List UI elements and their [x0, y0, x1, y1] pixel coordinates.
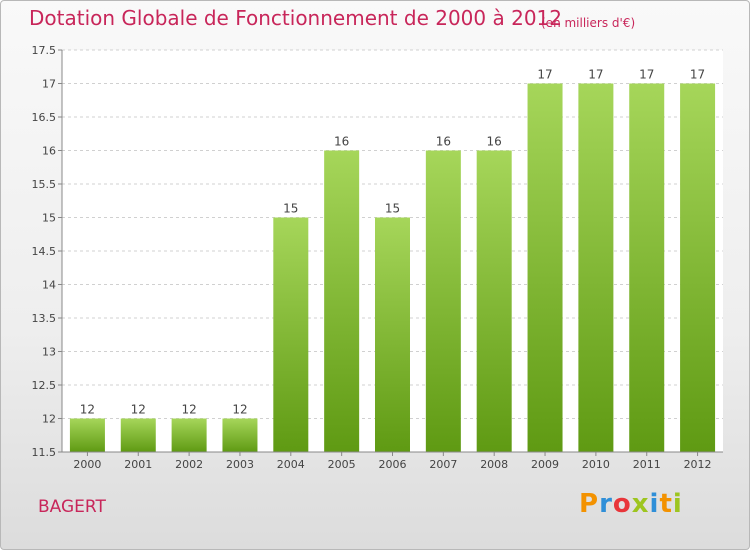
data-label-2005: 16 [334, 135, 349, 149]
data-label-2009: 17 [537, 68, 552, 82]
data-label-2002: 12 [181, 403, 196, 417]
bar-2011 [629, 83, 665, 452]
x-tick-label-2003: 2003 [226, 458, 254, 471]
x-tick-label-2005: 2005 [328, 458, 356, 471]
bar-2004 [273, 217, 309, 452]
data-label-2000: 12 [80, 403, 95, 417]
logo-letter: t [659, 489, 673, 519]
bars: 12 12 12 12 15 16 15 16 16 17 17 17 17 [69, 68, 716, 452]
logo-letter: o [612, 489, 632, 519]
y-tick-label: 16 [42, 145, 56, 158]
bar-2005 [324, 150, 360, 452]
y-tick-label: 12 [42, 413, 56, 426]
logo-letter: x [631, 489, 650, 519]
bar-2010 [578, 83, 614, 452]
chart-title: Dotation Globale de Fonctionnement de 20… [29, 6, 562, 30]
x-tick-label-2007: 2007 [429, 458, 457, 471]
x-tick-label-2011: 2011 [633, 458, 661, 471]
x-tick-label-2012: 2012 [684, 458, 712, 471]
bar-2012 [680, 83, 716, 452]
y-tick-label: 16.5 [32, 111, 57, 124]
data-label-2008: 16 [487, 135, 502, 149]
data-label-2011: 17 [639, 68, 654, 82]
y-tick-label: 11.5 [32, 446, 57, 459]
x-tick-label-2002: 2002 [175, 458, 203, 471]
data-label-2003: 12 [232, 403, 247, 417]
bar-2008 [476, 150, 512, 452]
bar-2002 [171, 418, 207, 452]
x-tick-label-2010: 2010 [582, 458, 610, 471]
logo-letter: r [599, 489, 613, 519]
y-tick-label: 12.5 [32, 379, 57, 392]
proxiti-logo[interactable]: Proxiti [579, 489, 683, 519]
x-tick-label-2006: 2006 [379, 458, 407, 471]
chart-subtitle: (en milliers d'€) [541, 16, 636, 30]
y-tick-label: 15.5 [32, 178, 57, 191]
y-tick-label: 13 [42, 346, 56, 359]
y-tick-label: 15 [42, 212, 56, 225]
bar-2006 [375, 217, 410, 452]
y-tick-label: 14 [42, 279, 56, 292]
logo-letter: i [649, 489, 660, 519]
data-label-2001: 12 [131, 403, 146, 417]
data-label-2007: 16 [436, 135, 451, 149]
y-tick-label: 14.5 [32, 245, 57, 258]
bar-2009 [527, 83, 563, 452]
data-label-2010: 17 [588, 68, 603, 82]
x-tick-label-2008: 2008 [480, 458, 508, 471]
logo-letter: i [672, 489, 683, 519]
logo-letter: P [579, 489, 600, 519]
bar-2000 [69, 418, 105, 452]
x-tick-label-2004: 2004 [277, 458, 305, 471]
axes: 11.5 12 12.5 13 13.5 14 14.5 15 15.5 16 16.5 17 17.5… [32, 44, 723, 471]
x-tick-label-2001: 2001 [124, 458, 152, 471]
bar-2001 [120, 418, 156, 452]
y-tick-label: 13.5 [32, 312, 57, 325]
x-tick-label-2009: 2009 [531, 458, 559, 471]
bar-2003 [222, 418, 258, 452]
data-label-2004: 15 [283, 202, 298, 216]
data-label-2012: 17 [690, 68, 705, 82]
x-tick-label-2000: 2000 [73, 458, 101, 471]
data-label-2006: 15 [385, 202, 400, 216]
bar-2007 [425, 150, 461, 452]
commune-name: BAGERT [38, 497, 106, 517]
y-tick-label: 17.5 [32, 44, 57, 57]
y-tick-label: 17 [42, 78, 56, 91]
